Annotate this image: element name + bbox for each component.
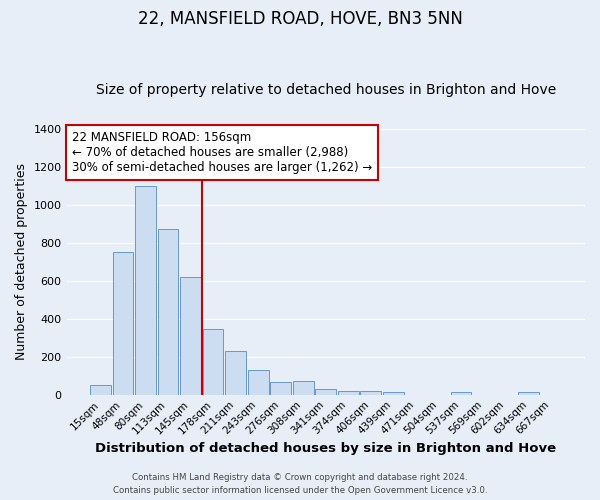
Bar: [361, 392, 381, 394]
Bar: [383, 392, 404, 394]
Bar: [180, 277, 201, 394]
Bar: [518, 392, 539, 394]
Bar: [203, 329, 223, 394]
Bar: [135, 186, 156, 394]
Bar: [225, 352, 246, 395]
Y-axis label: Number of detached properties: Number of detached properties: [15, 163, 28, 360]
Bar: [90, 385, 111, 394]
Title: Size of property relative to detached houses in Brighton and Hove: Size of property relative to detached ho…: [95, 83, 556, 97]
Bar: [338, 390, 359, 394]
Bar: [316, 390, 336, 394]
Bar: [293, 381, 314, 394]
Bar: [271, 382, 291, 394]
Bar: [248, 370, 269, 394]
Bar: [451, 392, 472, 394]
X-axis label: Distribution of detached houses by size in Brighton and Hove: Distribution of detached houses by size …: [95, 442, 556, 455]
Text: 22 MANSFIELD ROAD: 156sqm
← 70% of detached houses are smaller (2,988)
30% of se: 22 MANSFIELD ROAD: 156sqm ← 70% of detac…: [72, 132, 372, 174]
Bar: [158, 230, 178, 394]
Text: 22, MANSFIELD ROAD, HOVE, BN3 5NN: 22, MANSFIELD ROAD, HOVE, BN3 5NN: [137, 10, 463, 28]
Bar: [113, 252, 133, 394]
Text: Contains HM Land Registry data © Crown copyright and database right 2024.
Contai: Contains HM Land Registry data © Crown c…: [113, 474, 487, 495]
